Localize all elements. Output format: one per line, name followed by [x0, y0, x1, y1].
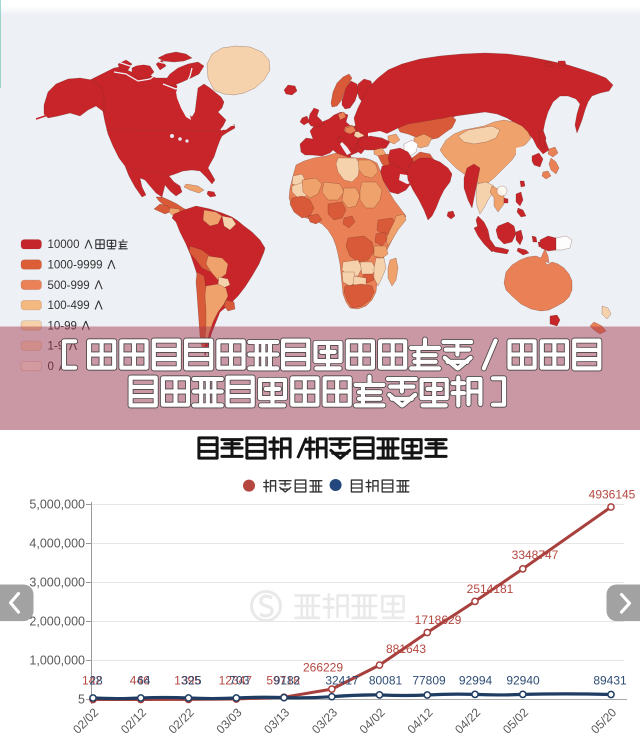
svg-text:28: 28 [89, 674, 103, 688]
svg-text:446: 446 [130, 674, 150, 688]
svg-text:10000: 10000 [48, 239, 80, 251]
svg-text:10-99: 10-99 [48, 320, 77, 332]
svg-text:100-499: 100-499 [48, 300, 90, 312]
svg-text:0: 0 [48, 361, 54, 373]
svg-text:1-9: 1-9 [48, 341, 65, 353]
svg-text:80081: 80081 [369, 674, 403, 688]
svg-text:12347: 12347 [219, 674, 253, 688]
svg-text:59718: 59718 [266, 674, 300, 688]
svg-text:5,000,000: 5,000,000 [29, 498, 85, 512]
svg-text:3,000,000: 3,000,000 [29, 576, 85, 590]
svg-text:4936145: 4936145 [589, 488, 636, 502]
svg-text:266229: 266229 [303, 661, 343, 675]
svg-text:142: 142 [82, 674, 102, 688]
svg-text:1395: 1395 [174, 674, 201, 688]
svg-text:703: 703 [229, 674, 249, 688]
svg-text:5: 5 [78, 693, 85, 707]
svg-text:92994: 92994 [459, 674, 493, 688]
svg-text:500-999: 500-999 [48, 280, 90, 292]
svg-text:325: 325 [181, 674, 201, 688]
svg-text:1718629: 1718629 [415, 613, 462, 627]
svg-text:64: 64 [137, 674, 151, 688]
svg-text:3348747: 3348747 [512, 548, 559, 562]
svg-text:32417: 32417 [325, 674, 359, 688]
svg-text:2,000,000: 2,000,000 [29, 615, 85, 629]
svg-text:2514181: 2514181 [467, 582, 514, 596]
svg-text:1,000,000: 1,000,000 [29, 654, 85, 668]
svg-text:77809: 77809 [412, 674, 446, 688]
svg-text:4,000,000: 4,000,000 [29, 537, 85, 551]
svg-text:1000-9999: 1000-9999 [48, 260, 103, 272]
svg-text:881643: 881643 [386, 642, 426, 656]
svg-text:89431: 89431 [593, 674, 627, 688]
svg-text:9182: 9182 [274, 674, 301, 688]
svg-text:92940: 92940 [506, 674, 540, 688]
